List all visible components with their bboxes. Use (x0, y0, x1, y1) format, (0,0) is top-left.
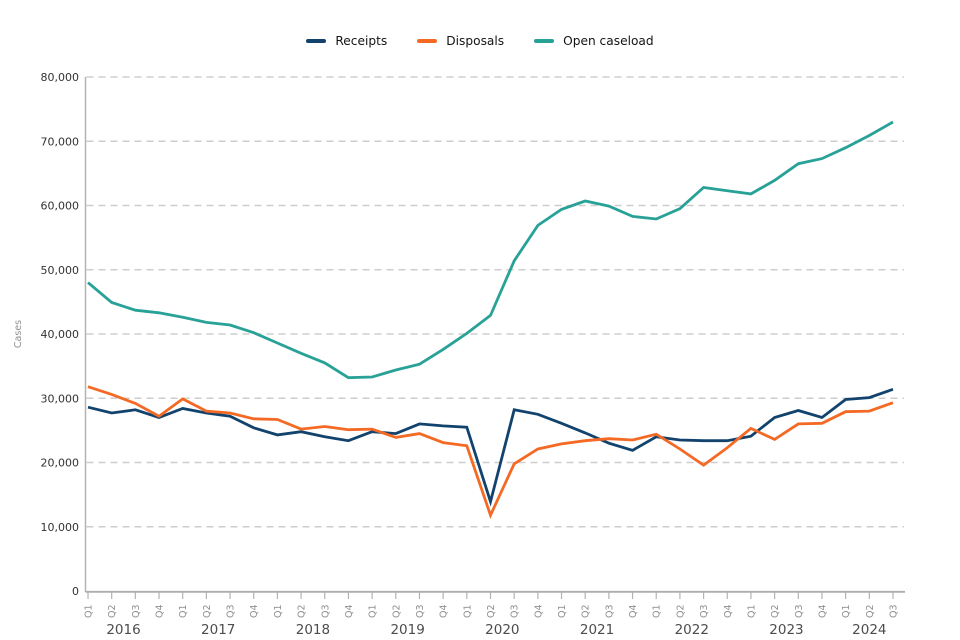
x-tick-label: Q4 (533, 604, 544, 618)
x-tick-label: Q3 (226, 604, 237, 618)
y-tick-label: 40,000 (41, 328, 80, 341)
x-tick-label: Q2 (675, 604, 686, 618)
x-tick-label: Q4 (344, 604, 355, 618)
x-tick-label: Q2 (865, 604, 876, 618)
x-tick-label: Q4 (723, 604, 734, 618)
x-tick-label: Q2 (770, 604, 781, 618)
year-label: 2017 (201, 622, 235, 638)
x-tick-label: Q3 (320, 604, 331, 618)
x-tick-label: Q3 (131, 604, 142, 618)
x-tick-label: Q1 (557, 604, 568, 618)
x-tick-label: Q3 (889, 604, 900, 618)
year-label: 2019 (390, 622, 424, 638)
year-label: 2021 (580, 622, 614, 638)
series-line-disposals (87, 385, 894, 519)
x-tick-label: Q2 (581, 604, 592, 618)
chart-legend: Receipts Disposals Open caseload (0, 34, 960, 48)
x-tick-label: Q1 (273, 604, 284, 618)
x-tick-label: Q3 (699, 604, 710, 618)
x-tick-label: Q4 (249, 604, 260, 618)
legend-item-open-caseload: Open caseload (534, 34, 654, 48)
y-tick-label: 30,000 (41, 392, 80, 405)
y-tick-label: 20,000 (41, 457, 80, 470)
y-tick-label: 80,000 (41, 71, 80, 84)
y-tick-label: 50,000 (41, 264, 80, 277)
legend-swatch-receipts (306, 39, 327, 43)
x-tick-label: Q4 (155, 604, 166, 618)
x-tick-label: Q2 (391, 604, 402, 618)
x-tick-label: Q1 (178, 604, 189, 618)
x-tick-label: Q3 (510, 604, 521, 618)
legend-swatch-open-caseload (534, 39, 555, 43)
legend-item-disposals: Disposals (417, 34, 504, 48)
legend-swatch-disposals (417, 39, 438, 43)
x-tick-label: Q4 (817, 604, 828, 618)
year-label: 2024 (852, 622, 886, 638)
year-label: 2022 (675, 622, 709, 638)
x-tick-label: Q2 (202, 604, 213, 618)
y-axis-title: Cases (13, 320, 24, 348)
series-line-receipts (87, 387, 894, 507)
y-tick-label: 0 (72, 585, 79, 598)
x-tick-label: Q4 (628, 604, 639, 618)
legend-item-receipts: Receipts (306, 34, 387, 48)
x-tick-label: Q1 (746, 604, 757, 618)
year-label: 2018 (296, 622, 330, 638)
y-tick-label: 60,000 (41, 200, 80, 213)
y-tick-label: 70,000 (41, 135, 80, 148)
x-tick-label: Q2 (297, 604, 308, 618)
year-label: 2023 (769, 622, 803, 638)
x-tick-label: Q3 (794, 604, 805, 618)
x-tick-label: Q2 (486, 604, 497, 618)
legend-label-receipts: Receipts (335, 34, 388, 48)
x-tick-label: Q1 (368, 604, 379, 618)
legend-label-open-caseload: Open caseload (563, 34, 654, 48)
x-tick-label: Q3 (604, 604, 615, 618)
x-tick-label: Q1 (841, 604, 852, 618)
x-tick-label: Q3 (415, 604, 426, 618)
y-tick-label: 10,000 (41, 521, 80, 534)
x-tick-label: Q1 (462, 604, 473, 618)
x-tick-label: Q2 (107, 604, 118, 618)
year-label: 2016 (106, 622, 140, 638)
x-tick-label: Q4 (439, 604, 450, 618)
x-tick-label: Q1 (84, 604, 95, 618)
legend-label-disposals: Disposals (446, 34, 505, 48)
x-tick-label: Q1 (652, 604, 663, 618)
year-label: 2020 (485, 622, 519, 638)
series-line-open-caseload (87, 120, 894, 380)
